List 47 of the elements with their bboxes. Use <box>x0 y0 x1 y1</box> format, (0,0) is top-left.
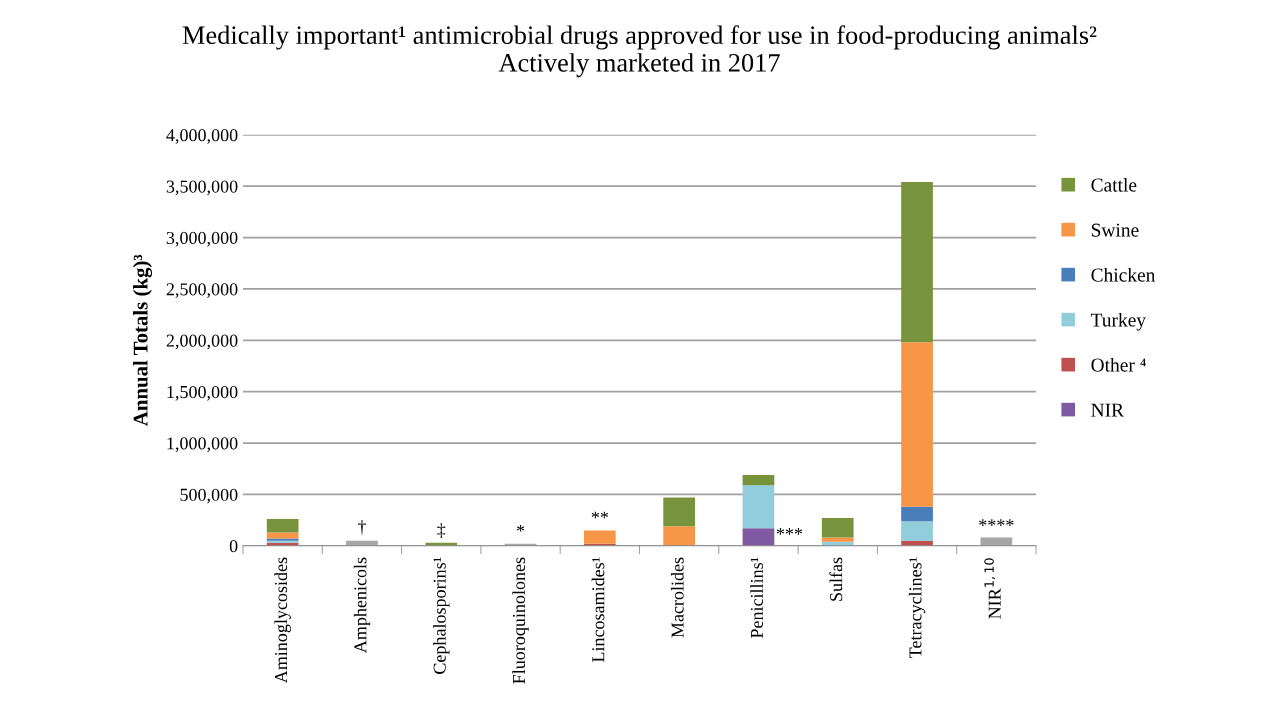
bar <box>742 474 775 486</box>
legend-label: Swine <box>1091 223 1139 237</box>
x-tick-label: Aminoglycosides <box>274 557 291 684</box>
legend-label: NIR <box>1091 403 1125 417</box>
bar <box>821 518 854 538</box>
bar <box>821 537 854 542</box>
bar <box>901 521 933 541</box>
y-axis-title: Annual Totals (kg)³ <box>132 254 153 427</box>
x-tick-label: Macrolides <box>670 557 684 638</box>
bar <box>742 485 775 529</box>
x-tick-label: Amphenicols <box>353 557 371 654</box>
annotation: *** <box>776 528 803 535</box>
bar <box>266 532 299 539</box>
annotation: ** <box>591 511 609 519</box>
y-tick-label: 0 <box>229 540 238 553</box>
y-tick-label: 1,000,000 <box>167 437 238 453</box>
bar <box>583 530 616 544</box>
x-tick-label: Lincosamides¹ <box>591 557 605 663</box>
x-tick-label: Fluoroquinolones <box>512 557 529 684</box>
x-tick-label: Tetracyclines¹ <box>908 557 926 658</box>
bar <box>901 342 933 507</box>
legend-label: Cattle <box>1091 177 1137 192</box>
y-tick-label: 1,500,000 <box>167 385 238 401</box>
bar <box>266 519 299 533</box>
y-tick-label: 3,000,000 <box>166 231 238 247</box>
legend-label: Turkey <box>1090 312 1146 331</box>
annotation: ‡ <box>437 523 446 538</box>
y-tick-label: 2,000,000 <box>166 334 238 350</box>
y-tick-label: 2,500,000 <box>166 283 238 298</box>
legend-label: Chicken <box>1091 267 1156 282</box>
bar <box>663 526 696 546</box>
legend-label: Other ⁴ <box>1091 357 1146 372</box>
y-tick-label: 3,500,000 <box>166 180 238 196</box>
y-tick-label: 4,000,000 <box>166 129 238 144</box>
x-tick-label: NIR$^{1,10}$ <box>984 558 1001 619</box>
y-tick-label: 500,000 <box>180 488 238 504</box>
bar <box>663 497 696 527</box>
x-tick-label: Sulfas <box>829 557 843 601</box>
bar <box>901 506 933 522</box>
bar <box>901 182 933 343</box>
chart-title: Medically important¹ antimicrobial drugs approved for use in food-producing animals² Actively marketed in 2017 <box>182 25 1097 78</box>
x-tick-label: Cephalosporins¹ <box>433 557 450 674</box>
bar <box>742 528 775 546</box>
annotation: **** <box>979 519 1014 526</box>
annotation: † <box>358 520 366 535</box>
x-tick-label: Penicillins¹ <box>750 557 763 639</box>
annotation: * <box>516 524 525 532</box>
